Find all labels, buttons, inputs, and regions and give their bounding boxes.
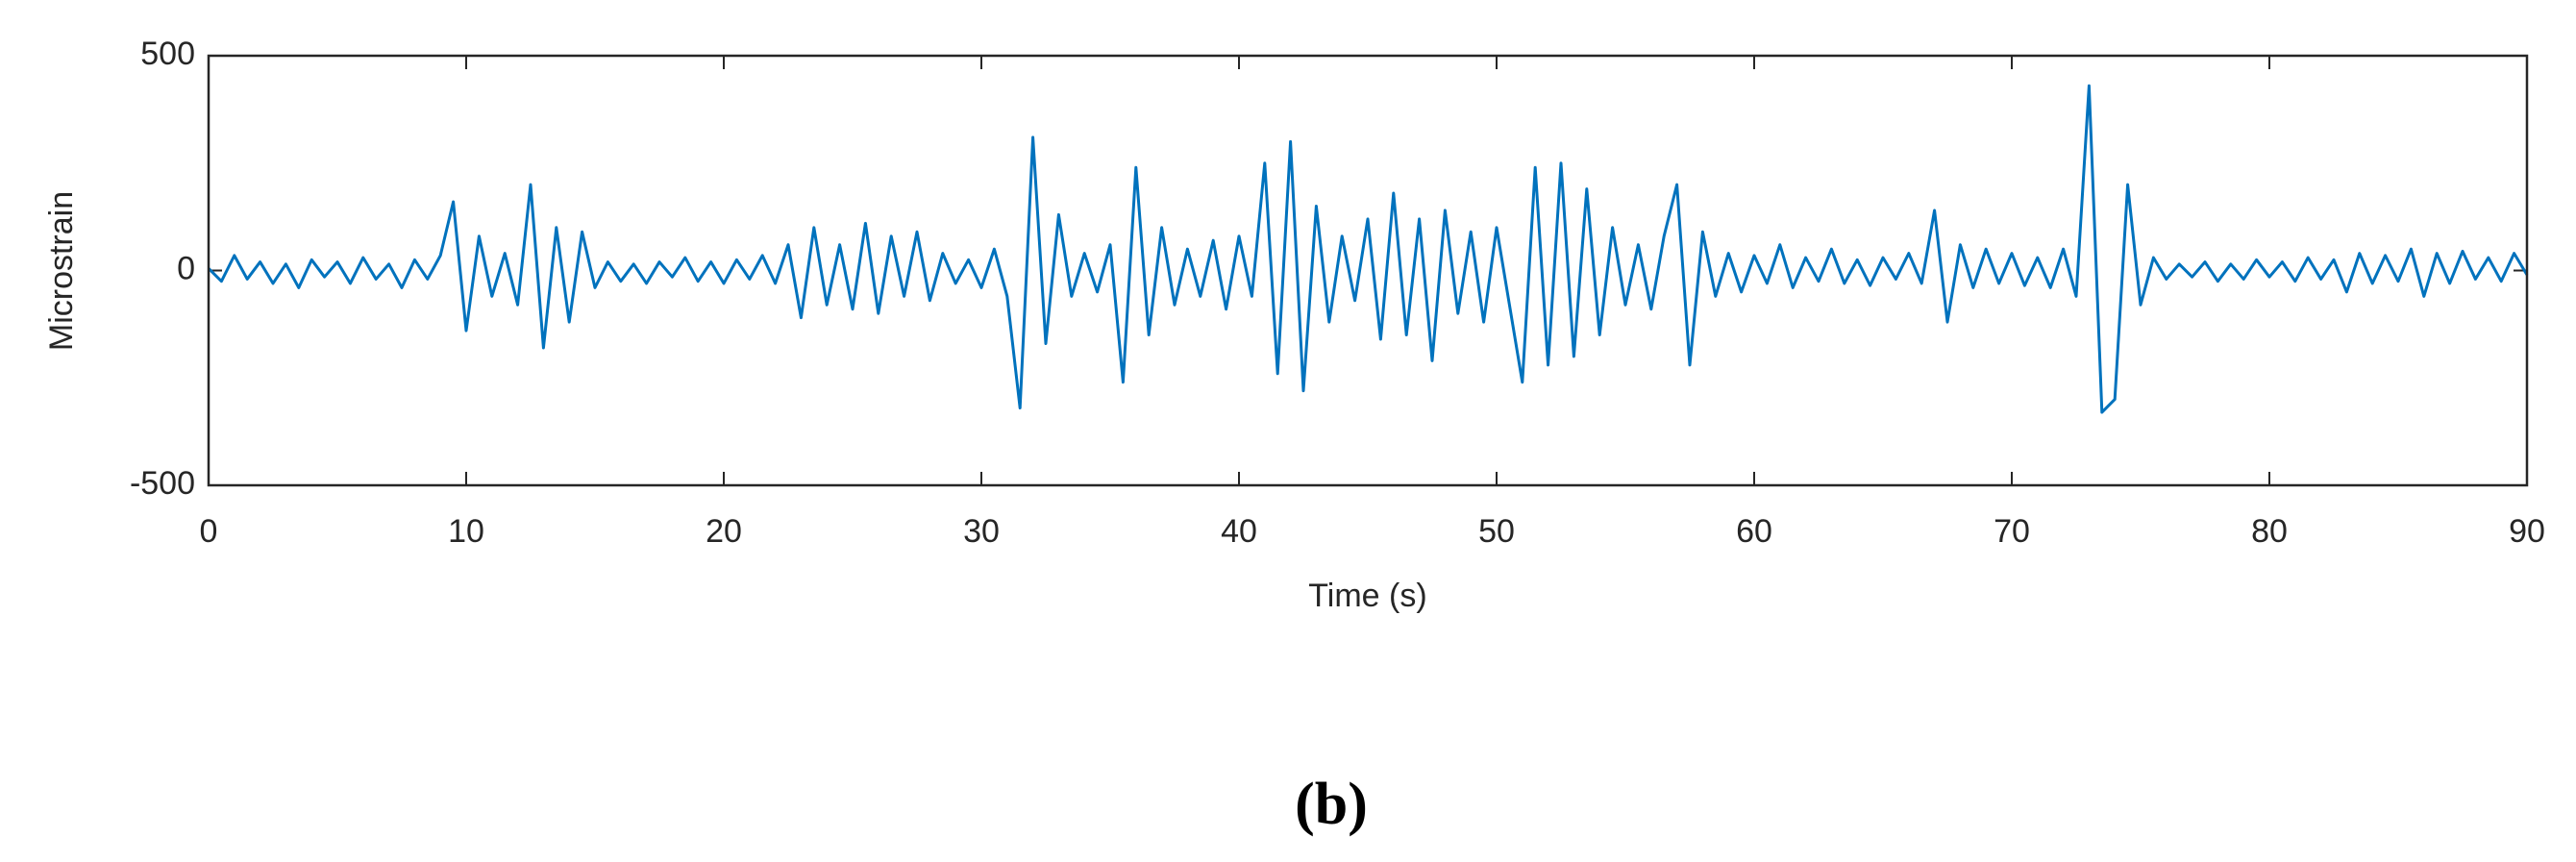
plot-frame bbox=[207, 54, 2529, 487]
x-tick-label: 20 bbox=[706, 513, 742, 550]
x-tick-label: 80 bbox=[2251, 513, 2288, 550]
x-tick-label: 0 bbox=[200, 513, 218, 550]
caption: (b) bbox=[1295, 772, 1368, 837]
x-tick-label: 70 bbox=[1994, 513, 2030, 550]
x-tick-label: 50 bbox=[1478, 513, 1515, 550]
y-axis-label: Microstrain bbox=[43, 191, 80, 351]
x-tick-label: 90 bbox=[2509, 513, 2545, 550]
y-tick-label: 0 bbox=[177, 250, 195, 286]
x-axis-label: Time (s) bbox=[1308, 578, 1426, 614]
y-tick-label: 500 bbox=[140, 36, 195, 72]
data-line bbox=[207, 84, 2529, 414]
x-tick-label: 40 bbox=[1221, 513, 1257, 550]
x-tick-label: 30 bbox=[963, 513, 1000, 550]
y-tick-label: -500 bbox=[130, 465, 195, 502]
x-tick-label: 10 bbox=[448, 513, 484, 550]
x-tick-label: 60 bbox=[1736, 513, 1772, 550]
